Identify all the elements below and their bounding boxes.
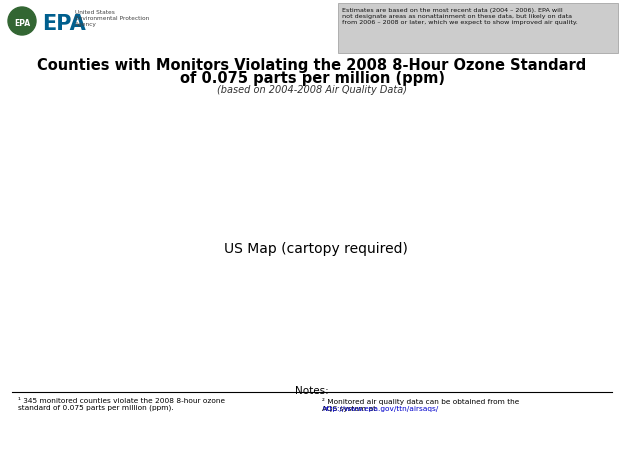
Text: (based on 2004-2008 Air Quality Data): (based on 2004-2008 Air Quality Data) — [217, 85, 407, 95]
Text: EPA: EPA — [14, 18, 30, 28]
Text: Estimates are based on the most recent data (2004 – 2006). EPA will
not designat: Estimates are based on the most recent d… — [342, 8, 578, 24]
Text: of 0.075 parts per million (ppm): of 0.075 parts per million (ppm) — [179, 71, 444, 86]
Text: ¹ 345 monitored counties violate the 2008 8-hour ozone
standard of 0.075 parts p: ¹ 345 monitored counties violate the 200… — [18, 397, 225, 410]
Text: Notes:: Notes: — [295, 385, 329, 395]
Circle shape — [8, 8, 36, 36]
Text: Environmental Protection: Environmental Protection — [75, 16, 149, 21]
Text: http://www.epa.gov/ttn/airsaqs/: http://www.epa.gov/ttn/airsaqs/ — [322, 405, 438, 411]
Text: Counties with Monitors Violating the 2008 8-Hour Ozone Standard: Counties with Monitors Violating the 200… — [38, 58, 587, 73]
Bar — [338, 4, 618, 54]
Text: ² Monitored air quality data can be obtained from the
AQS system at: ² Monitored air quality data can be obta… — [322, 397, 519, 411]
Text: US Map (cartopy required): US Map (cartopy required) — [224, 241, 408, 255]
Text: Agency: Agency — [75, 22, 97, 27]
Text: EPA: EPA — [42, 14, 86, 34]
Text: United States: United States — [75, 10, 115, 15]
